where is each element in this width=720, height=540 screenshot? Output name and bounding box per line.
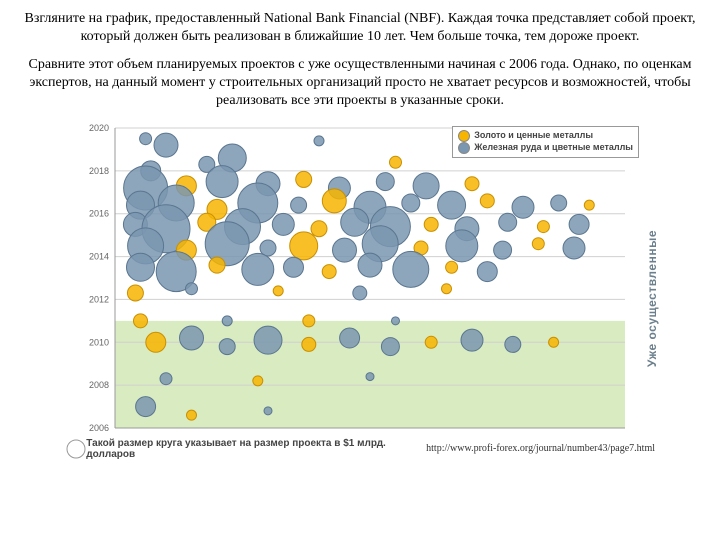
size-legend-text: Такой размер круга указывает на размер п… <box>86 438 426 460</box>
svg-text:2010: 2010 <box>89 337 109 347</box>
chart-legend: Золото и ценные металлы Железная руда и … <box>452 126 639 158</box>
intro-paragraph-2: Сравните этот объем планируемых проектов… <box>22 56 698 110</box>
chart-svg: 2006 2008 2010 2012 2014 2016 2018 2020 <box>65 120 655 460</box>
completed-axis-label: Уже осуществленные <box>645 230 659 367</box>
legend-swatch-iron <box>458 142 470 154</box>
bubble-chart: 2006 2008 2010 2012 2014 2016 2018 2020 Золото … <box>65 120 655 460</box>
legend-label-gold: Золото и ценные металлы <box>474 130 593 141</box>
svg-text:2020: 2020 <box>89 123 109 133</box>
svg-text:2014: 2014 <box>89 251 109 261</box>
size-legend: Такой размер круга указывает на размер п… <box>65 438 426 460</box>
svg-text:2016: 2016 <box>89 208 109 218</box>
svg-text:2008: 2008 <box>89 380 109 390</box>
legend-label-iron: Железная руда и цветные металлы <box>474 142 633 153</box>
svg-text:2012: 2012 <box>89 294 109 304</box>
source-url: http://www.profi-forex.org/journal/numbe… <box>426 443 655 454</box>
legend-swatch-gold <box>458 130 470 142</box>
svg-text:2006: 2006 <box>89 423 109 433</box>
intro-paragraph-1: Взгляните на график, предоставленный Nat… <box>22 10 698 46</box>
svg-text:2018: 2018 <box>89 165 109 175</box>
